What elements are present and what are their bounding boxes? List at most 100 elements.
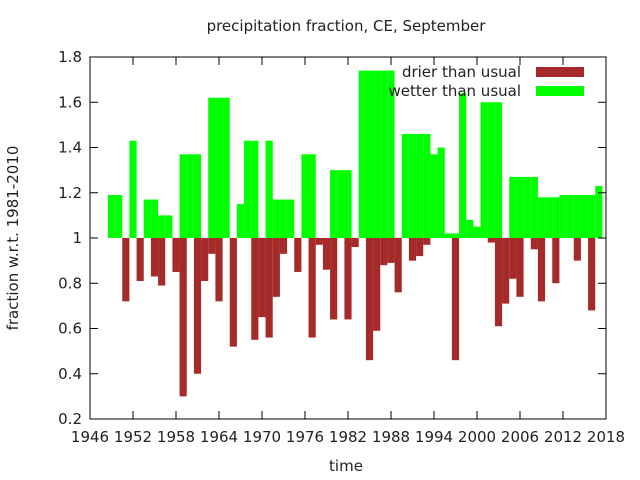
drier-bar xyxy=(516,238,524,297)
wetter-bar xyxy=(466,219,474,238)
drier-bar xyxy=(552,238,560,284)
wetter-bar xyxy=(573,195,581,238)
wetter-bar xyxy=(165,215,173,239)
wetter-bar xyxy=(451,233,460,238)
wetter-bar xyxy=(437,147,445,238)
drier-bar xyxy=(537,238,546,302)
wetter-bar xyxy=(150,199,159,238)
drier-bar xyxy=(251,238,259,340)
y-tick-label: 1.4 xyxy=(58,139,82,157)
wetter-bar xyxy=(236,204,245,238)
wetter-bar xyxy=(387,70,395,238)
wetter-bar xyxy=(459,93,467,238)
drier-bar xyxy=(387,238,395,263)
wetter-bar xyxy=(115,195,123,238)
chart-title: precipitation fraction, CE, September xyxy=(207,17,487,35)
wetter-bar xyxy=(545,197,553,238)
y-tick-label: 1 xyxy=(72,229,82,247)
drier-bar xyxy=(122,238,130,302)
y-tick-label: 0.4 xyxy=(58,365,82,383)
legend-label: wetter than usual xyxy=(389,82,521,100)
wetter-bar xyxy=(373,70,381,238)
drier-bar xyxy=(509,238,517,279)
wetter-bar xyxy=(287,199,295,238)
drier-bar xyxy=(494,238,503,327)
drier-bar xyxy=(502,238,510,304)
x-tick-label: 1976 xyxy=(286,428,324,446)
x-tick-label: 2018 xyxy=(587,428,625,446)
wetter-bar xyxy=(537,197,546,238)
wetter-bars xyxy=(107,70,603,239)
x-tick-label: 1964 xyxy=(200,428,238,446)
drier-bar xyxy=(136,238,144,281)
wetter-bar xyxy=(244,140,252,238)
wetter-bar xyxy=(566,195,574,238)
y-tick-label: 0.2 xyxy=(58,410,82,428)
wetter-bar xyxy=(408,133,417,238)
wetter-bar xyxy=(365,70,374,238)
wetter-bar xyxy=(530,176,538,238)
wetter-bar xyxy=(380,70,388,238)
wetter-bar xyxy=(509,176,517,238)
drier-bar xyxy=(308,238,316,338)
legend-label: drier than usual xyxy=(402,63,521,81)
wetter-bar xyxy=(251,140,259,238)
drier-bar xyxy=(373,238,381,331)
wetter-bar xyxy=(516,176,524,238)
legend-swatch xyxy=(536,67,584,77)
wetter-bar xyxy=(423,133,431,238)
y-tick-label: 1.8 xyxy=(58,48,82,66)
drier-bar xyxy=(344,238,352,320)
wetter-bar xyxy=(330,170,338,239)
drier-bar xyxy=(423,238,431,245)
x-axis-label: time xyxy=(329,457,363,475)
wetter-bar xyxy=(222,97,230,238)
drier-bar xyxy=(172,238,180,272)
x-tick-label: 1988 xyxy=(372,428,410,446)
drier-bar xyxy=(279,238,288,254)
wetter-bar xyxy=(416,133,424,238)
y-tick-label: 0.6 xyxy=(58,320,82,338)
wetter-bar xyxy=(523,176,531,238)
axes: 0.2 0.4 0.6 0.8 1 1.2 1.4 1.6 1.8 1946 1952 1958 196… xyxy=(58,48,625,446)
drier-bar xyxy=(530,238,538,250)
wetter-bar xyxy=(301,154,309,238)
drier-bar xyxy=(179,238,187,397)
x-tick-label: 1952 xyxy=(114,428,152,446)
x-tick-label: 1946 xyxy=(71,428,109,446)
drier-bar xyxy=(380,238,388,266)
y-axis-label: fraction w.r.t. 1981-2010 xyxy=(4,146,22,331)
wetter-bar xyxy=(107,195,116,238)
drier-bar xyxy=(193,238,202,374)
x-tick-label: 1970 xyxy=(243,428,281,446)
wetter-bar xyxy=(344,170,352,239)
wetter-bar xyxy=(473,226,481,238)
wetter-bar xyxy=(265,140,273,238)
wetter-bar xyxy=(272,199,280,238)
drier-bar xyxy=(272,238,280,297)
wetter-bar xyxy=(401,133,409,238)
x-tick-label: 2006 xyxy=(501,428,539,446)
wetter-bar xyxy=(208,97,216,238)
y-tick-label: 1.2 xyxy=(58,184,82,202)
wetter-bar xyxy=(580,195,589,238)
x-tick-label: 1994 xyxy=(415,428,453,446)
wetter-bar xyxy=(308,154,316,238)
drier-bar xyxy=(158,238,166,286)
drier-bar xyxy=(265,238,273,338)
wetter-bar xyxy=(215,97,223,238)
drier-bar xyxy=(487,238,495,243)
y-tick-label: 1.6 xyxy=(58,93,82,111)
wetter-bar xyxy=(193,154,202,238)
wetter-bar xyxy=(358,70,366,238)
x-tick-label: 1982 xyxy=(329,428,367,446)
drier-bar xyxy=(588,238,596,311)
wetter-bar xyxy=(279,199,288,238)
drier-bar xyxy=(394,238,402,293)
x-tick-label: 1958 xyxy=(157,428,195,446)
drier-bar xyxy=(365,238,374,361)
drier-bar xyxy=(294,238,302,272)
wetter-bar xyxy=(186,154,194,238)
